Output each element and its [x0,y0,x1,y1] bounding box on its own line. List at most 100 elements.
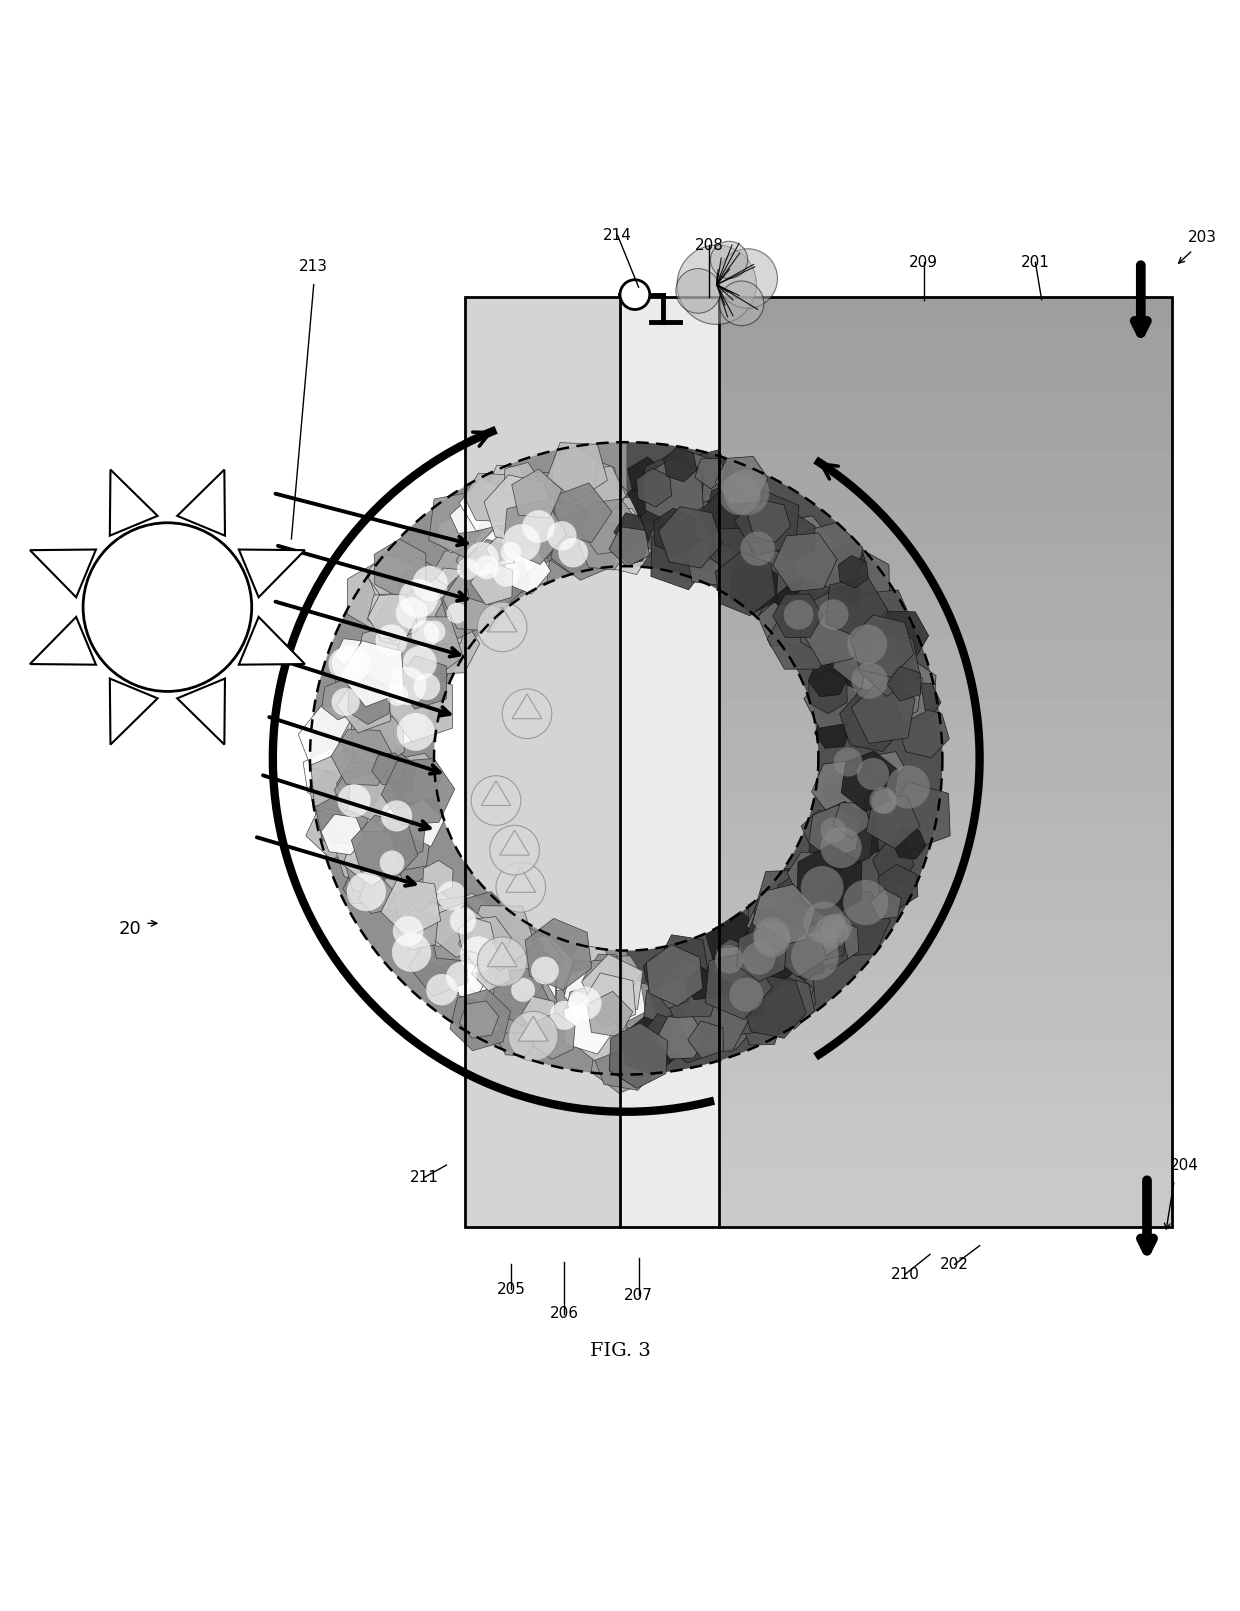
Polygon shape [456,528,513,588]
Polygon shape [573,466,626,519]
Polygon shape [738,504,796,564]
Polygon shape [397,909,438,950]
Circle shape [569,992,589,1012]
Circle shape [620,280,650,309]
Circle shape [754,921,790,957]
Polygon shape [374,598,418,641]
Polygon shape [765,516,835,583]
Polygon shape [645,1013,676,1046]
Polygon shape [552,446,598,495]
Polygon shape [870,889,901,920]
Polygon shape [494,923,547,983]
Bar [620,296,719,1228]
Text: 205: 205 [496,1282,526,1297]
Polygon shape [804,923,839,959]
Polygon shape [393,878,453,936]
Polygon shape [491,941,556,1015]
Text: 210: 210 [890,1266,920,1282]
Polygon shape [500,830,529,855]
Circle shape [403,646,436,680]
Polygon shape [332,794,396,862]
Polygon shape [761,533,799,567]
Polygon shape [583,959,626,997]
Polygon shape [740,975,806,1037]
Polygon shape [734,490,799,556]
Polygon shape [898,707,950,757]
Circle shape [502,524,541,562]
Polygon shape [515,506,543,536]
Polygon shape [391,754,443,802]
Polygon shape [548,528,595,575]
Polygon shape [737,934,797,994]
Polygon shape [715,456,768,504]
Polygon shape [706,963,734,996]
Polygon shape [797,892,827,921]
Polygon shape [683,449,737,504]
Polygon shape [487,466,526,501]
Bar [719,514,1172,545]
Polygon shape [701,997,754,1049]
Polygon shape [761,570,799,606]
Polygon shape [841,751,898,812]
Circle shape [857,757,889,789]
Polygon shape [808,801,874,872]
Polygon shape [626,441,942,1075]
Circle shape [753,917,790,954]
Polygon shape [786,944,825,981]
Polygon shape [600,519,655,575]
Polygon shape [729,541,796,604]
Polygon shape [768,609,837,669]
Polygon shape [347,562,408,632]
Polygon shape [498,519,539,562]
Polygon shape [688,1021,723,1058]
Polygon shape [804,907,847,950]
Polygon shape [644,955,675,988]
Polygon shape [471,952,511,991]
Text: FIG. 3: FIG. 3 [589,1342,651,1360]
Circle shape [715,946,744,973]
Polygon shape [570,1000,627,1060]
Polygon shape [873,844,914,881]
Polygon shape [392,625,429,664]
Polygon shape [771,923,826,978]
Bar [719,329,1172,359]
Polygon shape [503,546,551,594]
Polygon shape [459,1000,498,1037]
Bar [719,949,1172,979]
Polygon shape [801,591,861,659]
Polygon shape [371,685,430,748]
Circle shape [821,817,846,843]
Polygon shape [315,789,371,844]
Polygon shape [434,904,486,957]
Polygon shape [870,686,913,728]
Text: 20: 20 [119,920,141,939]
Polygon shape [816,939,848,970]
Polygon shape [563,981,627,1049]
Polygon shape [715,551,775,615]
Polygon shape [335,772,379,812]
Polygon shape [334,815,404,884]
Polygon shape [398,904,428,933]
Polygon shape [572,968,616,1015]
Polygon shape [351,685,422,749]
Polygon shape [763,976,815,1029]
Circle shape [723,469,769,516]
Polygon shape [580,499,639,554]
Bar [719,296,1172,329]
Bar [719,577,1172,607]
Polygon shape [647,530,675,557]
Circle shape [531,957,559,984]
Bar [719,1041,1172,1071]
Polygon shape [642,453,704,520]
Polygon shape [498,950,557,1012]
Circle shape [818,599,848,630]
Polygon shape [653,507,696,556]
Bar [719,979,1172,1010]
Polygon shape [875,752,904,780]
Polygon shape [644,458,703,525]
Polygon shape [769,963,802,997]
Polygon shape [398,570,429,601]
Polygon shape [475,516,543,583]
Bar [465,296,1172,1228]
Polygon shape [866,796,920,849]
